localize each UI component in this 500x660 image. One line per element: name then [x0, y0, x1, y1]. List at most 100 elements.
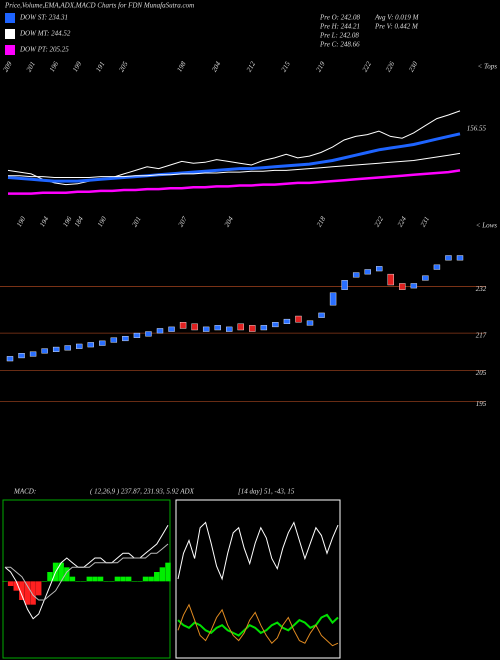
- histogram-bar: [92, 576, 98, 582]
- candle: [191, 323, 198, 331]
- candle: [110, 337, 118, 343]
- candle: [306, 320, 314, 326]
- candle: [352, 272, 360, 278]
- candle: [341, 280, 348, 290]
- annotation: < Lows: [476, 222, 498, 230]
- candle: [214, 325, 221, 331]
- histogram-bar: [148, 576, 154, 582]
- histogram-bar: [30, 581, 36, 605]
- histogram-bar: [7, 581, 14, 586]
- candle: [133, 332, 141, 338]
- x-tick-label: 212: [245, 60, 257, 74]
- x-tick-label: 204: [210, 60, 222, 74]
- y-tick-label: 217: [476, 332, 487, 340]
- x-tick-label: 224: [396, 215, 408, 229]
- x-tick-label: 230: [407, 60, 419, 74]
- x-tick-label: 215: [280, 60, 292, 74]
- candle: [260, 325, 268, 331]
- y-tick-label: 205: [476, 369, 487, 377]
- line: [7, 132, 461, 183]
- info-text: Pre O: 242.08: [319, 14, 360, 22]
- histogram-bar: [2, 581, 8, 582]
- candle: [156, 328, 164, 334]
- histogram-bar: [137, 581, 143, 582]
- histogram-bar: [114, 576, 121, 582]
- candle: [202, 326, 210, 332]
- candle: [422, 275, 429, 281]
- info-text: Pre V: 0.442 M: [374, 23, 419, 31]
- x-tick-label: 194: [38, 215, 50, 229]
- candle: [18, 353, 25, 359]
- x-tick-label: 199: [71, 60, 83, 74]
- candle: [433, 264, 441, 270]
- candle: [226, 326, 233, 332]
- histogram-bar: [47, 572, 53, 582]
- histogram-bar: [159, 567, 166, 582]
- legend-label: DOW PT: 205.25: [19, 46, 69, 54]
- y-tick-label: 195: [476, 400, 487, 408]
- info-text: Avg V: 0.019 M: [374, 14, 420, 22]
- macd-line: [4, 525, 169, 620]
- x-tick-label: 196: [48, 60, 60, 74]
- x-tick-label: 190: [15, 215, 27, 229]
- candle: [283, 318, 291, 324]
- histogram-bar: [120, 576, 126, 582]
- candle: [6, 356, 14, 362]
- histogram-bar: [165, 562, 171, 582]
- legend-label: DOW ST: 234.31: [19, 14, 68, 22]
- histogram-bar: [75, 581, 81, 582]
- info-text: Pre C: 248.66: [319, 41, 360, 49]
- histogram-bar: [125, 576, 132, 582]
- candle: [76, 343, 83, 349]
- x-tick-label: 226: [384, 60, 396, 74]
- candle: [122, 336, 129, 342]
- x-tick-label: 205: [117, 60, 129, 74]
- x-tick-label: 222: [361, 60, 373, 74]
- candle: [399, 283, 406, 290]
- histogram-bar: [80, 581, 87, 582]
- x-tick-label: 231: [419, 215, 431, 228]
- candle: [179, 322, 187, 329]
- candle: [145, 331, 152, 337]
- candle: [456, 255, 464, 261]
- x-tick-label: 190: [96, 215, 108, 229]
- histogram-bar: [86, 576, 93, 582]
- candle: [99, 340, 106, 346]
- x-tick-label: 209: [2, 60, 14, 74]
- candle: [249, 325, 256, 332]
- candle: [237, 323, 244, 331]
- chart-title: Price,Volume,EMA,ADX,MACD Charts for FDN…: [4, 2, 194, 10]
- y-tick-label: 232: [476, 285, 487, 293]
- legend-swatch: [5, 13, 15, 23]
- annotation: < Tops: [478, 63, 498, 71]
- histogram-bar: [64, 567, 70, 582]
- x-tick-label: 219: [314, 60, 326, 74]
- candle: [87, 342, 94, 348]
- histogram-bar: [131, 581, 137, 582]
- legend-swatch: [5, 45, 15, 55]
- panel-title: [14 day] 51, -43, 15: [238, 488, 295, 496]
- info-text: Pre L: 242.08: [319, 32, 359, 40]
- candle: [64, 345, 71, 351]
- candle: [29, 351, 37, 357]
- histogram-bar: [97, 576, 104, 582]
- x-tick-label: 198: [175, 60, 187, 74]
- panel-subtitle: ( 12,26,9 ) 237.87, 231.93, 5.92 ADX: [90, 488, 195, 496]
- candle: [168, 326, 175, 332]
- histogram-bar: [109, 581, 115, 582]
- candle: [272, 322, 279, 328]
- x-tick-label: 204: [223, 215, 235, 229]
- adx-frame: [175, 499, 341, 659]
- candle: [410, 283, 418, 289]
- candle: [318, 312, 325, 318]
- candle: [364, 269, 371, 275]
- adx-line: [177, 521, 339, 581]
- x-tick-label: 218: [315, 215, 327, 229]
- adx-line: [177, 613, 339, 637]
- legend-swatch: [5, 29, 15, 39]
- panel-title: MACD:: [13, 488, 36, 496]
- x-tick-label: 222: [373, 215, 385, 229]
- x-tick-label: 196: [61, 215, 73, 229]
- x-tick-label: 191: [94, 60, 106, 73]
